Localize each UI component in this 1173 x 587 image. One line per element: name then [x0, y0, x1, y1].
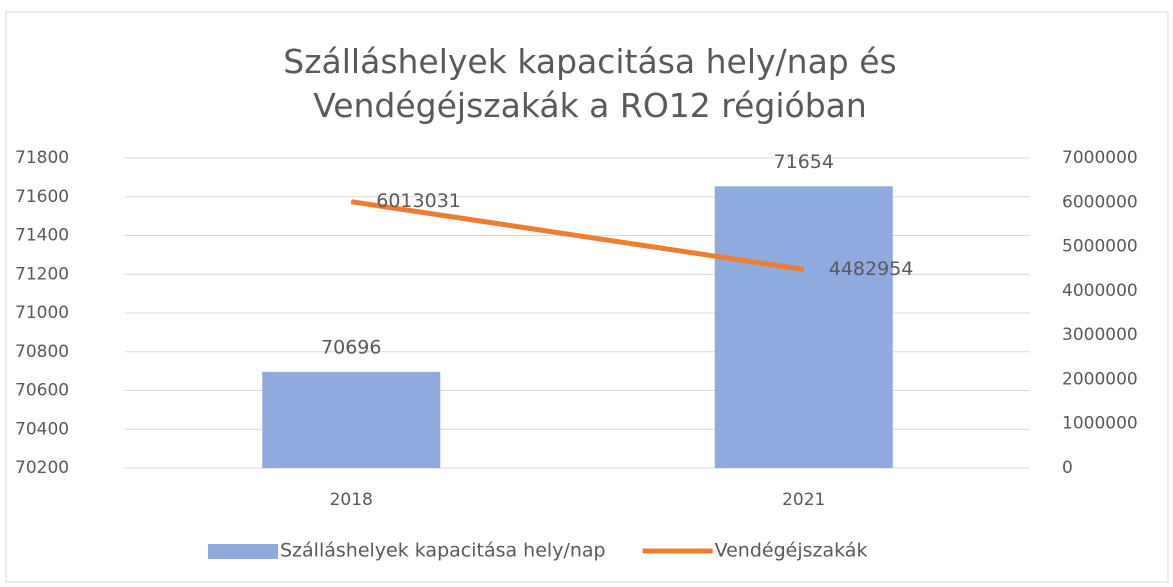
legend-swatch — [208, 544, 278, 559]
y2-tick-label: 0 — [1062, 458, 1073, 478]
y2-tick-label: 7000000 — [1062, 148, 1138, 168]
data-label: 71654 — [774, 151, 834, 173]
y-tick-label: 70400 — [15, 419, 69, 439]
y2-tick-label: 4000000 — [1062, 281, 1138, 301]
y-tick-label: 70600 — [15, 381, 69, 401]
y2-tick-label: 1000000 — [1062, 414, 1138, 434]
y-tick-label: 71400 — [15, 226, 69, 246]
legend-label: Vendégéjszakák — [715, 540, 868, 562]
legend-label: Szálláshelyek kapacitása hely/nap — [280, 540, 606, 562]
x-tick-label: 2018 — [330, 490, 373, 510]
y2-tick-label: 6000000 — [1062, 192, 1138, 212]
chart-frame — [5, 11, 1169, 583]
y2-tick-label: 5000000 — [1062, 237, 1138, 257]
y-tick-label: 70200 — [15, 458, 69, 478]
y-tick-label: 70800 — [15, 342, 69, 362]
line — [350, 199, 805, 272]
y-tick-label: 71000 — [15, 303, 69, 323]
x-tick-label: 2021 — [782, 490, 825, 510]
chart-title: Szálláshelyek kapacitása hely/nap és Ven… — [283, 42, 897, 125]
y-tick-label: 71600 — [15, 187, 69, 207]
bar — [714, 186, 893, 468]
y2-tick-label: 3000000 — [1062, 325, 1138, 345]
data-label: 6013031 — [376, 190, 461, 212]
data-label: 70696 — [321, 336, 381, 358]
y-tick-label: 71200 — [15, 264, 69, 284]
y-tick-label: 71800 — [15, 148, 69, 168]
data-label: 4482954 — [829, 258, 914, 280]
bar — [262, 371, 441, 468]
y2-tick-label: 2000000 — [1062, 369, 1138, 389]
